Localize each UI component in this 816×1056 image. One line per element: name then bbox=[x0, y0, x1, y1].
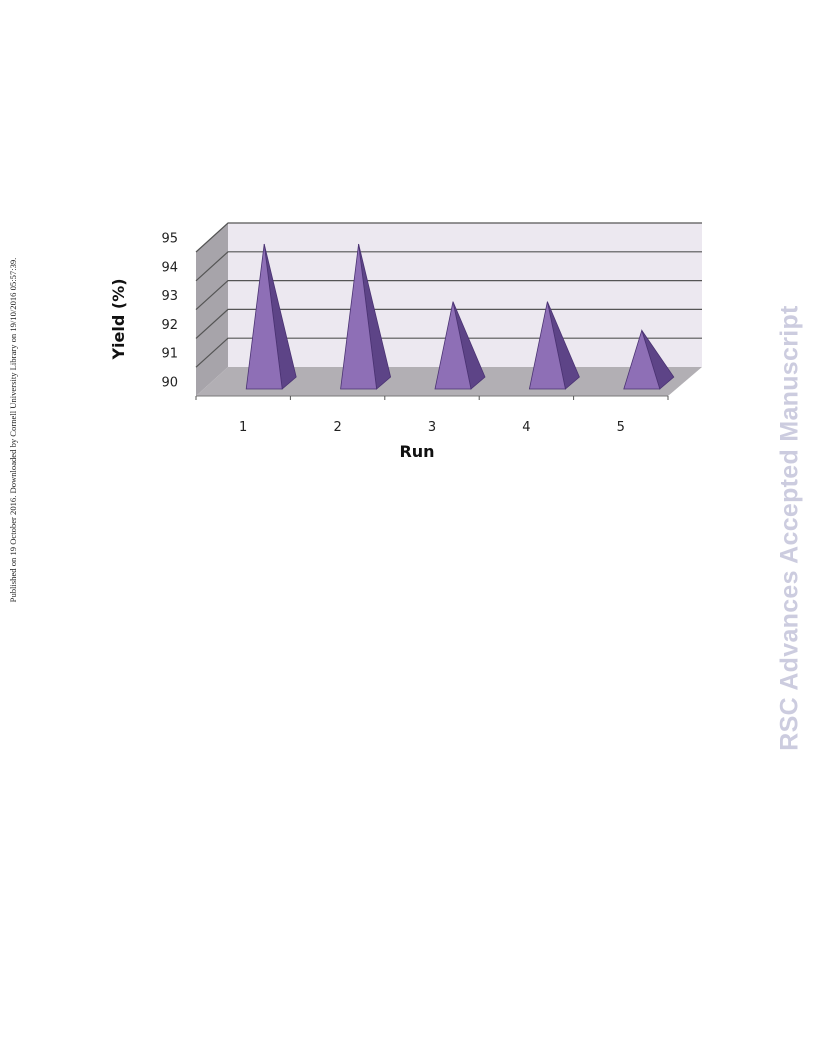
x-tick-label: 5 bbox=[617, 420, 625, 435]
gridline bbox=[195, 308, 702, 339]
pyramid-front-face bbox=[245, 243, 283, 390]
pyramid-bar bbox=[623, 329, 675, 390]
y-tick-label: 92 bbox=[161, 318, 178, 333]
x-axis-title: Run bbox=[399, 442, 434, 461]
pyramid-front-face bbox=[528, 301, 566, 390]
y-axis-title: Yield (%) bbox=[109, 278, 128, 360]
y-tick-label: 90 bbox=[161, 376, 178, 391]
side-wall bbox=[196, 223, 228, 396]
pyramid-bar bbox=[434, 301, 486, 390]
y-tick-label: 94 bbox=[161, 260, 178, 275]
pyramid-bar bbox=[245, 243, 297, 390]
x-tick-labels: 1 2 3 4 5 bbox=[239, 420, 625, 435]
pyramid-front-face bbox=[340, 243, 378, 390]
x-tick-label: 3 bbox=[428, 420, 436, 435]
pyramid-front-face bbox=[434, 301, 472, 390]
chart-gridlines bbox=[195, 222, 702, 400]
y-tick-label: 93 bbox=[161, 289, 178, 304]
pyramid-front-face bbox=[623, 329, 661, 390]
gridline bbox=[195, 280, 702, 311]
y-tick-label: 95 bbox=[161, 232, 178, 247]
y-tick-label: 91 bbox=[161, 347, 178, 362]
x-tick-label: 4 bbox=[522, 420, 530, 435]
x-tick-label: 2 bbox=[333, 420, 341, 435]
pyramid-bar bbox=[340, 243, 392, 390]
pyramid-bar bbox=[528, 301, 580, 390]
chart-pyramids bbox=[245, 243, 675, 390]
y-tick-labels: 90 91 92 93 94 95 bbox=[161, 232, 178, 391]
x-tick-label: 1 bbox=[239, 420, 247, 435]
gridline bbox=[195, 251, 702, 282]
